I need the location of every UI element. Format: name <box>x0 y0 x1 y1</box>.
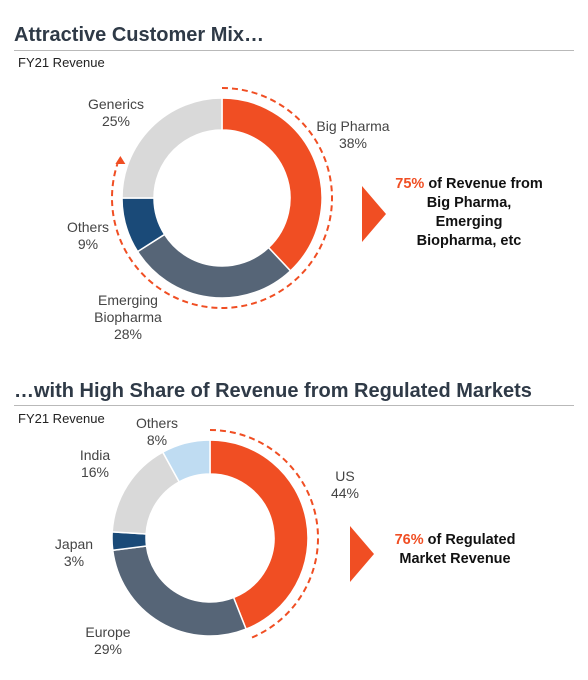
chart1-callout-text: of Revenue from Big Pharma, Emerging Bio… <box>416 176 543 249</box>
chart2-label-us: US 44% <box>331 468 359 501</box>
chart2-callout-text: of Regulated Market Revenue <box>399 532 516 567</box>
chart1-slice-generics <box>121 97 223 199</box>
chart2-slice-europe <box>111 545 248 637</box>
chart2-callout-percent: 76% <box>394 532 424 548</box>
chart2-slice-others <box>161 439 211 483</box>
chart1-slice-big-pharma <box>221 97 323 272</box>
chart2-title-rule <box>14 405 574 406</box>
chart1-highlight-arrowhead <box>115 156 126 165</box>
chart1-label-generics: Generics 25% <box>88 96 144 129</box>
chart2-highlight-arc <box>209 429 319 640</box>
chart2-callout-chevron <box>350 526 374 582</box>
chart1-title: Attractive Customer Mix… <box>14 24 265 46</box>
chart1-title-rule <box>14 50 574 51</box>
chart2-callout: 76% of Regulated Market Revenue <box>380 531 530 569</box>
chart2-slice-us <box>209 439 309 631</box>
chart1-label-others: Others 9% <box>67 219 109 252</box>
chart1-label-emerging-biopharma: Emerging Biopharma 28% <box>94 292 162 342</box>
chart1-callout-percent: 75% <box>395 176 425 192</box>
chart2-label-others: Others 8% <box>136 415 178 448</box>
chart1-label-big-pharma: Big Pharma 38% <box>316 118 389 151</box>
chart1-callout-chevron <box>362 186 386 242</box>
chart1-subtitle: FY21 Revenue <box>18 55 105 70</box>
chart1-callout: 75% of Revenue from Big Pharma, Emerging… <box>394 175 544 251</box>
chart2-label-japan: Japan 3% <box>55 536 93 569</box>
chart2-label-europe: Europe 29% <box>85 624 130 657</box>
chart2-donut: US 44% Europe 29% Japan 3% India 16% Others 8% <box>55 415 359 657</box>
chart1-donut: Big Pharma 38% Emerging Biopharma 28% Others 9… <box>67 87 390 342</box>
chart2-subtitle: FY21 Revenue <box>18 411 105 426</box>
chart2-label-india: India 16% <box>80 447 111 480</box>
chart2-title: …with High Share of Revenue from Regulat… <box>14 380 532 402</box>
